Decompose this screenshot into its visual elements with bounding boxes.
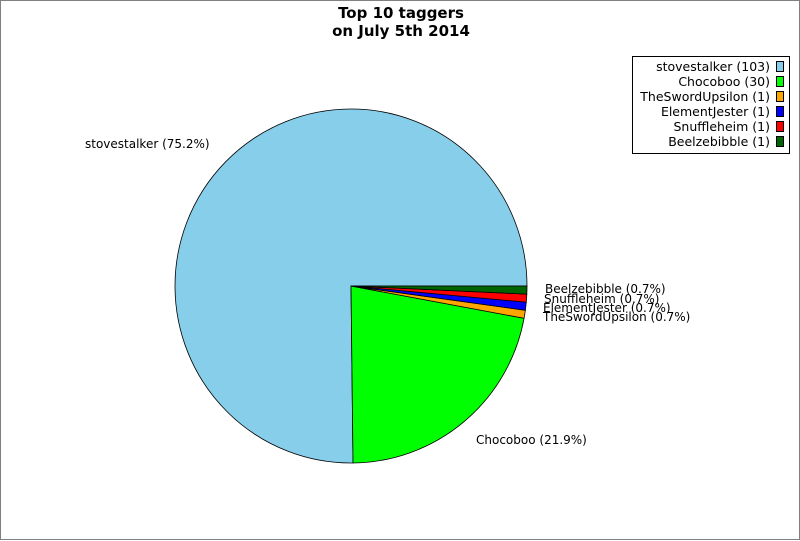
legend-label: stovestalker (103) <box>656 59 770 74</box>
legend-item-stovestalker: stovestalker (103) <box>633 59 784 74</box>
legend-label: Chocoboo (30) <box>678 74 770 89</box>
legend-item-snuffleheim: Snuffleheim (1) <box>633 119 784 134</box>
legend-swatch <box>776 121 784 132</box>
chart-legend: stovestalker (103) Chocoboo (30) TheSwordU… <box>632 56 790 154</box>
legend-item-elementjester: ElementJester (1) <box>633 104 784 119</box>
pie-slice-beelzebibble <box>350 285 528 295</box>
legend-item-beelzebibble: Beelzebibble (1) <box>633 134 784 149</box>
slice-label-theswordupsilon: TheSwordUpsilon (0.7%) <box>542 310 690 324</box>
legend-label: TheSwordUpsilon (1) <box>640 89 770 104</box>
legend-item-chocoboo: Chocoboo (30) <box>633 74 784 89</box>
legend-swatch <box>776 91 784 102</box>
legend-swatch <box>776 106 784 117</box>
legend-swatch <box>776 61 784 72</box>
legend-swatch <box>776 76 784 87</box>
legend-item-theswordupsilon: TheSwordUpsilon (1) <box>633 89 784 104</box>
legend-label: Snuffleheim (1) <box>673 119 771 134</box>
chart-title: Top 10 taggers <box>338 4 464 22</box>
slice-label-elementjester: ElementJester (0.7%) <box>543 301 671 315</box>
pie-slice-chocoboo <box>350 285 525 464</box>
chart-subtitle: on July 5th 2014 <box>332 22 470 40</box>
slice-label-snuffleheim: Snuffleheim (0.7%) <box>544 292 660 306</box>
pie-slice-stovestalker <box>174 108 528 464</box>
slice-label-chocoboo: Chocoboo (21.9%) <box>476 433 587 447</box>
slice-label-beelzebibble: Beelzebibble (0.7%) <box>545 282 666 296</box>
legend-label: ElementJester (1) <box>660 104 770 119</box>
legend-label: Beelzebibble (1) <box>668 134 770 149</box>
chart-title-block: Top 10 taggers on July 5th 2014 <box>1 4 800 40</box>
slice-label-stovestalker: stovestalker (75.2%) <box>85 137 210 151</box>
legend-swatch <box>776 136 784 147</box>
